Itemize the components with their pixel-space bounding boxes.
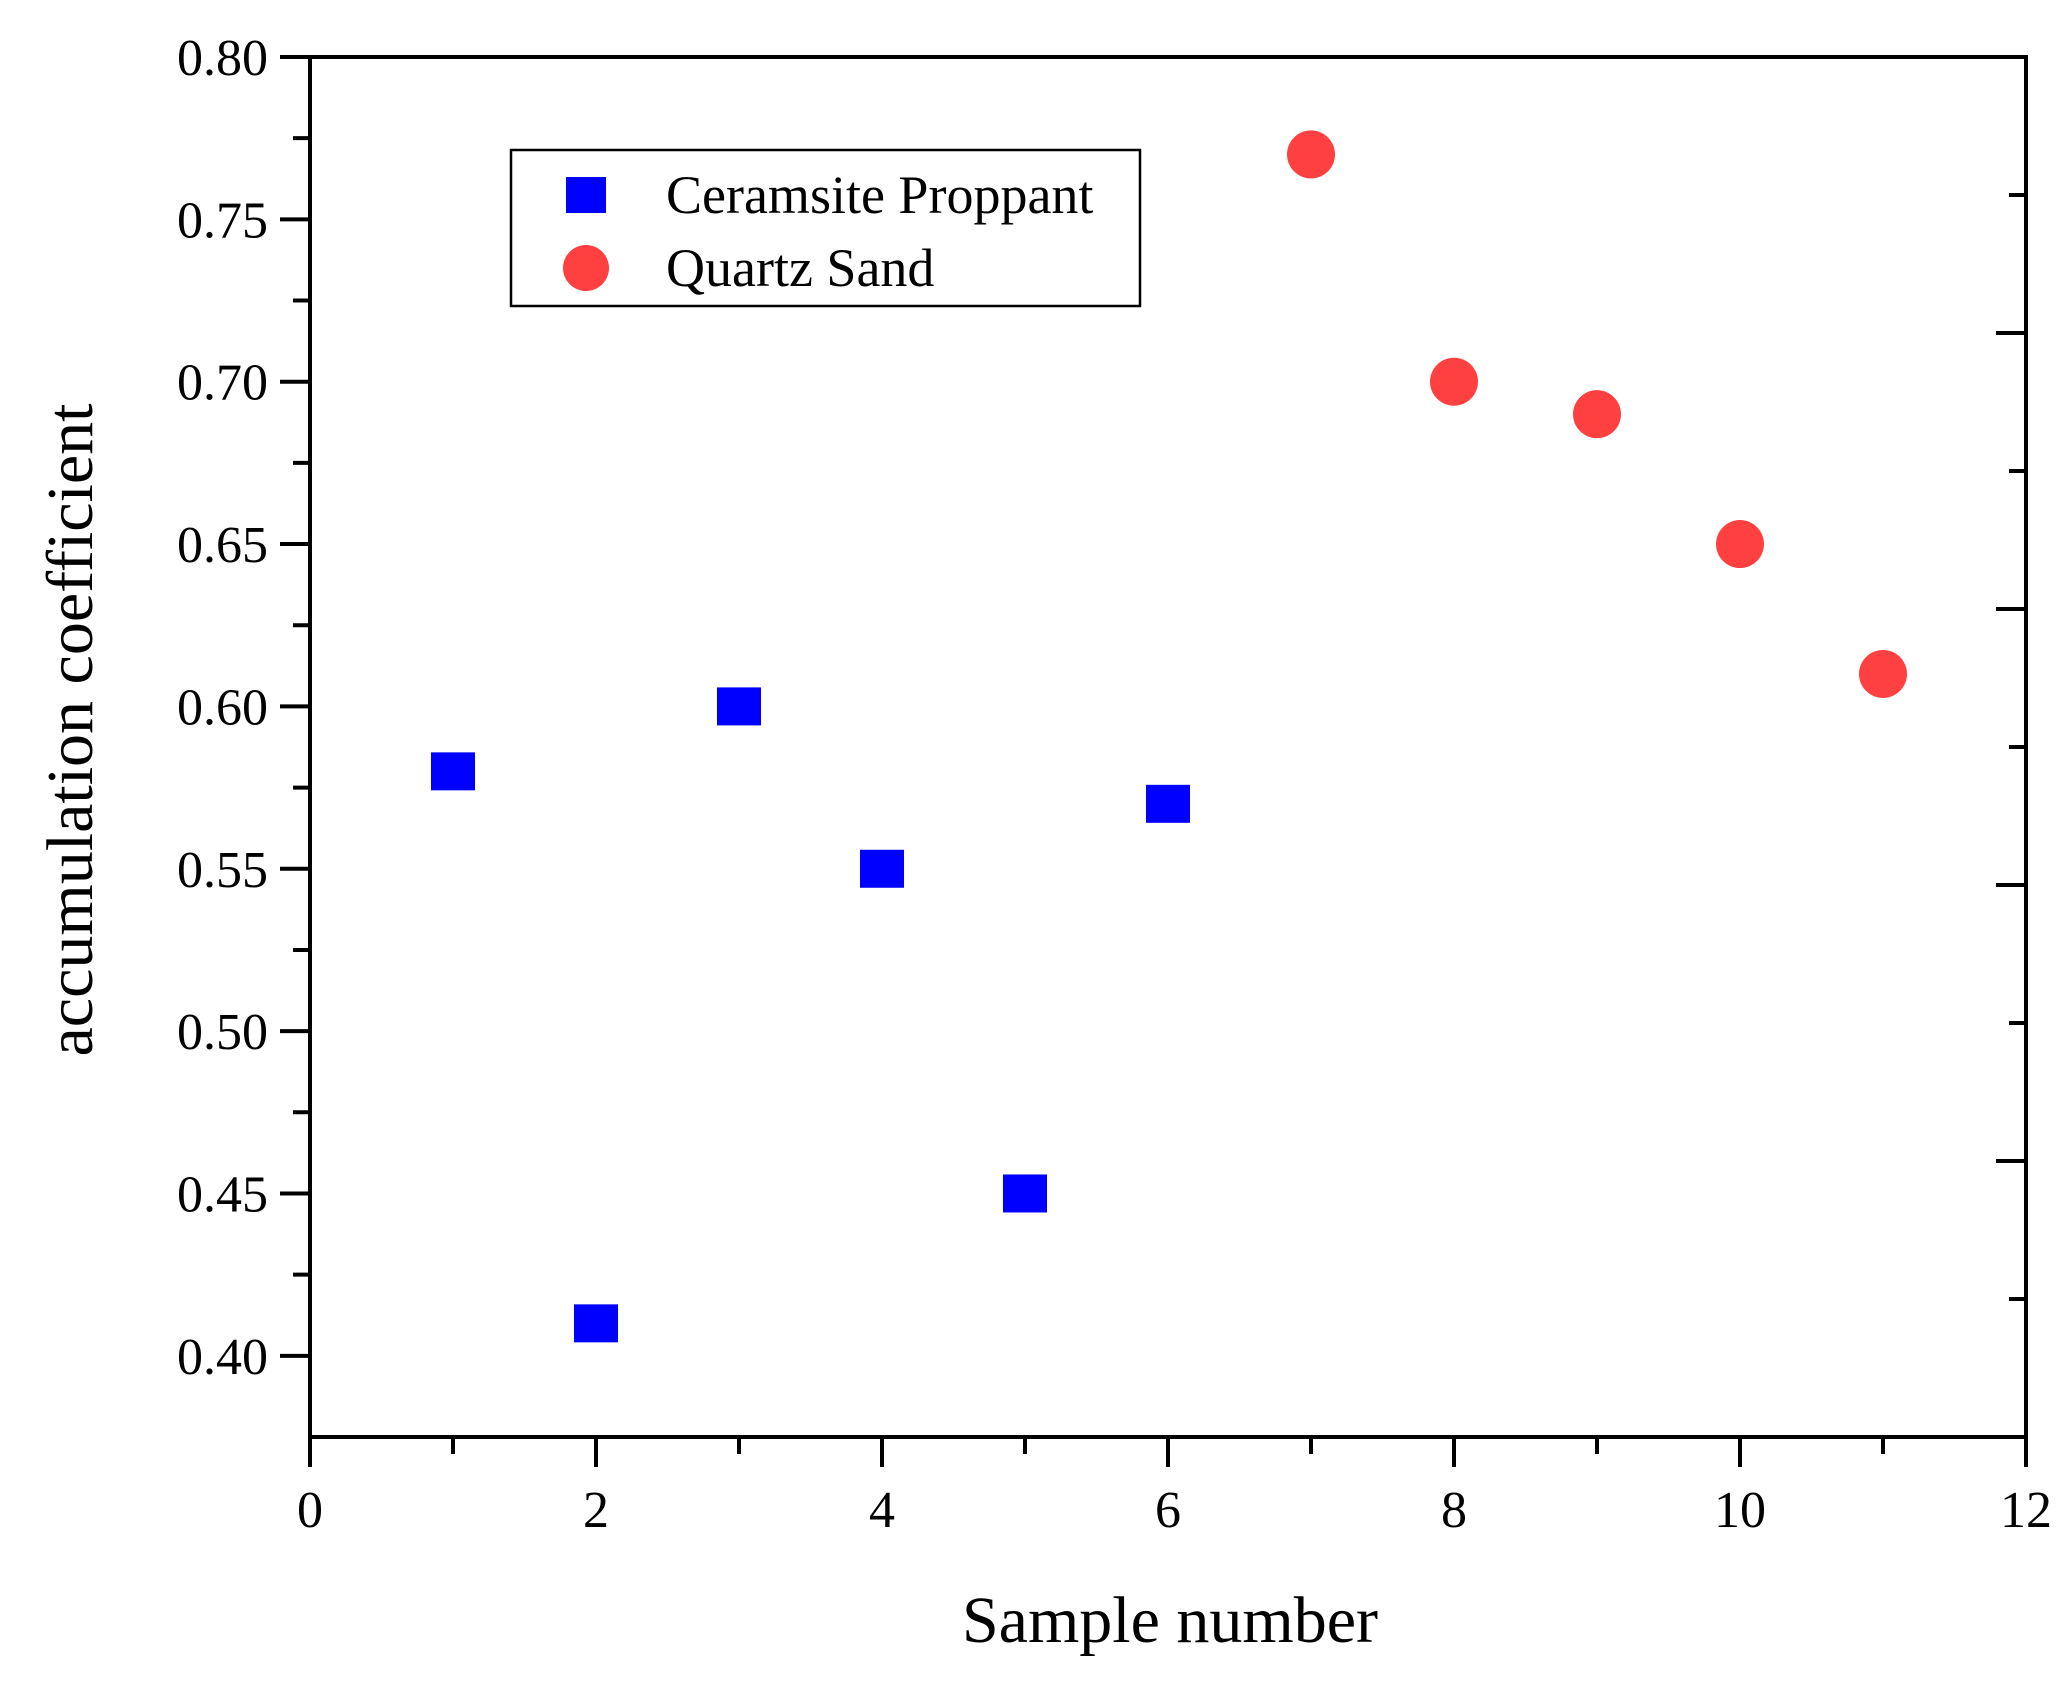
y-axis-title: accumulation coefficient (34, 404, 107, 1057)
x-tick-label: 6 (1155, 1482, 1181, 1539)
axis-ticks (280, 55, 2028, 1467)
quartz-sand-point (1716, 520, 1764, 569)
x-tick-label: 10 (1714, 1482, 1766, 1539)
legend-marker-quartz-sand (563, 245, 609, 291)
ceramsite-proppant-point (1146, 784, 1190, 823)
axis-tick-labels: 0 2 4 6 8 10 12 0.40 0.45 0.50 0.55 0.60 0.65 0.70 0.7… (177, 30, 2052, 1539)
quartz-sand-point (1573, 390, 1621, 439)
y-tick-label: 0.65 (177, 517, 268, 574)
y-tick-label: 0.45 (177, 1166, 268, 1223)
x-tick-label: 0 (297, 1482, 323, 1539)
legend-box (509, 148, 1142, 308)
ceramsite-proppant-point (717, 687, 761, 726)
x-tick-label: 8 (1441, 1482, 1467, 1539)
y-tick-label: 0.75 (177, 192, 268, 249)
ceramsite-proppant-point (1003, 1174, 1047, 1213)
y-tick-label: 0.55 (177, 842, 268, 899)
y-tick-label: 0.70 (177, 355, 268, 412)
y-tick-label: 0.50 (177, 1004, 268, 1061)
quartz-sand-point (1287, 130, 1335, 179)
quartz-sand-point (1859, 649, 1907, 698)
legend: Ceramsite Proppant Quartz Sand (509, 148, 1142, 308)
data-points (431, 130, 1907, 1343)
x-tick-label: 4 (869, 1482, 895, 1539)
ceramsite-proppant-point (574, 1304, 618, 1343)
legend-label-ceramsite-proppant: Ceramsite Proppant (666, 165, 1093, 225)
y-tick-label: 0.40 (177, 1329, 268, 1386)
x-axis-title: Sample number (962, 1584, 1378, 1657)
legend-marker-ceramsite-proppant (566, 177, 606, 213)
ceramsite-proppant-point (860, 849, 904, 888)
y-tick-label: 0.80 (177, 30, 268, 87)
x-tick-label: 2 (583, 1482, 609, 1539)
x-tick-label: 12 (2000, 1482, 2052, 1539)
ceramsite-proppant-point (431, 752, 475, 791)
legend-label-quartz-sand: Quartz Sand (666, 238, 934, 298)
quartz-sand-point (1430, 357, 1478, 406)
y-tick-label: 0.60 (177, 679, 268, 736)
